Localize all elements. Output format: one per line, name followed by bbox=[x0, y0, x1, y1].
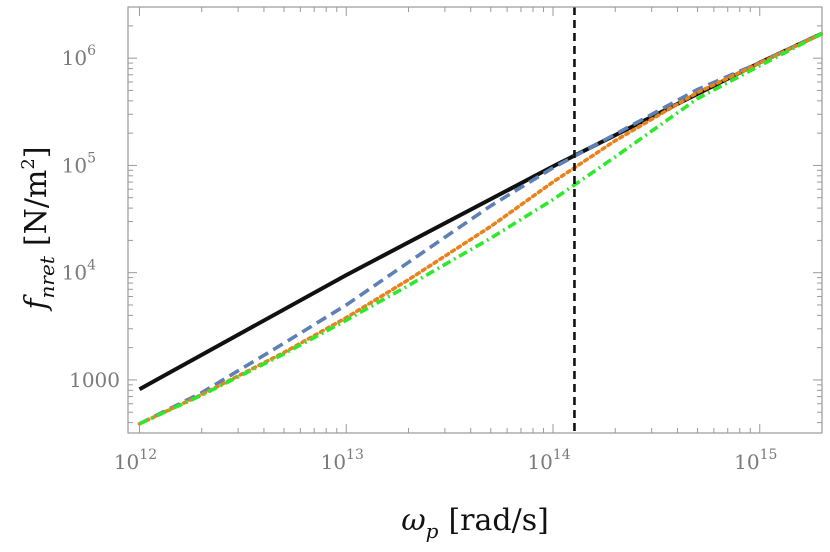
y-tick-label-1: 1000 bbox=[69, 368, 120, 392]
x-tick-exp: 15 bbox=[760, 447, 778, 463]
x-tick-exp: 12 bbox=[139, 447, 157, 463]
y-tick-base: 10 bbox=[62, 261, 87, 285]
y-axis-unit-end: ] bbox=[19, 146, 54, 158]
x-tick-exp: 13 bbox=[346, 447, 364, 463]
x-tick-base: 10 bbox=[734, 450, 759, 474]
x-axis-unit: [rad/s] bbox=[448, 503, 548, 538]
y-tick-label-4: 106 bbox=[62, 43, 96, 70]
y-tick-base: 10 bbox=[62, 153, 87, 177]
x-tick-label-2: 1013 bbox=[321, 447, 364, 474]
x-tick-label-4: 1015 bbox=[734, 447, 777, 474]
x-tick-base: 10 bbox=[321, 450, 346, 474]
x-tick-label-1: 1012 bbox=[114, 447, 157, 474]
series-line-2 bbox=[138, 31, 823, 426]
x-tick-exp: 14 bbox=[553, 447, 571, 463]
y-tick-exp: 5 bbox=[87, 150, 96, 166]
x-axis-subscript: p bbox=[426, 519, 439, 543]
x-tick-base: 10 bbox=[114, 450, 139, 474]
y-axis-unit: [N/m bbox=[19, 170, 54, 247]
x-tick-label-3: 1014 bbox=[527, 447, 570, 474]
y-axis-subscript: nret bbox=[35, 255, 59, 298]
x-axis-label: ωp [rad/s] bbox=[401, 503, 549, 543]
y-axis-superscript: 2 bbox=[18, 158, 39, 169]
x-tick-base: 10 bbox=[527, 450, 552, 474]
y-tick-base: 1000 bbox=[69, 368, 120, 392]
x-axis-symbol: ω bbox=[401, 503, 425, 538]
y-tick-base: 10 bbox=[62, 46, 87, 70]
series-group bbox=[137, 31, 824, 426]
series-line-3 bbox=[137, 31, 824, 426]
y-tick-exp: 4 bbox=[87, 258, 96, 274]
y-tick-label-3: 105 bbox=[62, 150, 96, 177]
y-axis-label: fnret[N/m2] bbox=[18, 146, 59, 311]
axis-labels-group: ωp [rad/s]fnret[N/m2] bbox=[18, 146, 549, 543]
y-tick-exp: 6 bbox=[87, 43, 96, 59]
y-tick-label-2: 104 bbox=[62, 258, 96, 285]
series-line-4 bbox=[138, 31, 823, 426]
plot-frame bbox=[127, 6, 823, 434]
